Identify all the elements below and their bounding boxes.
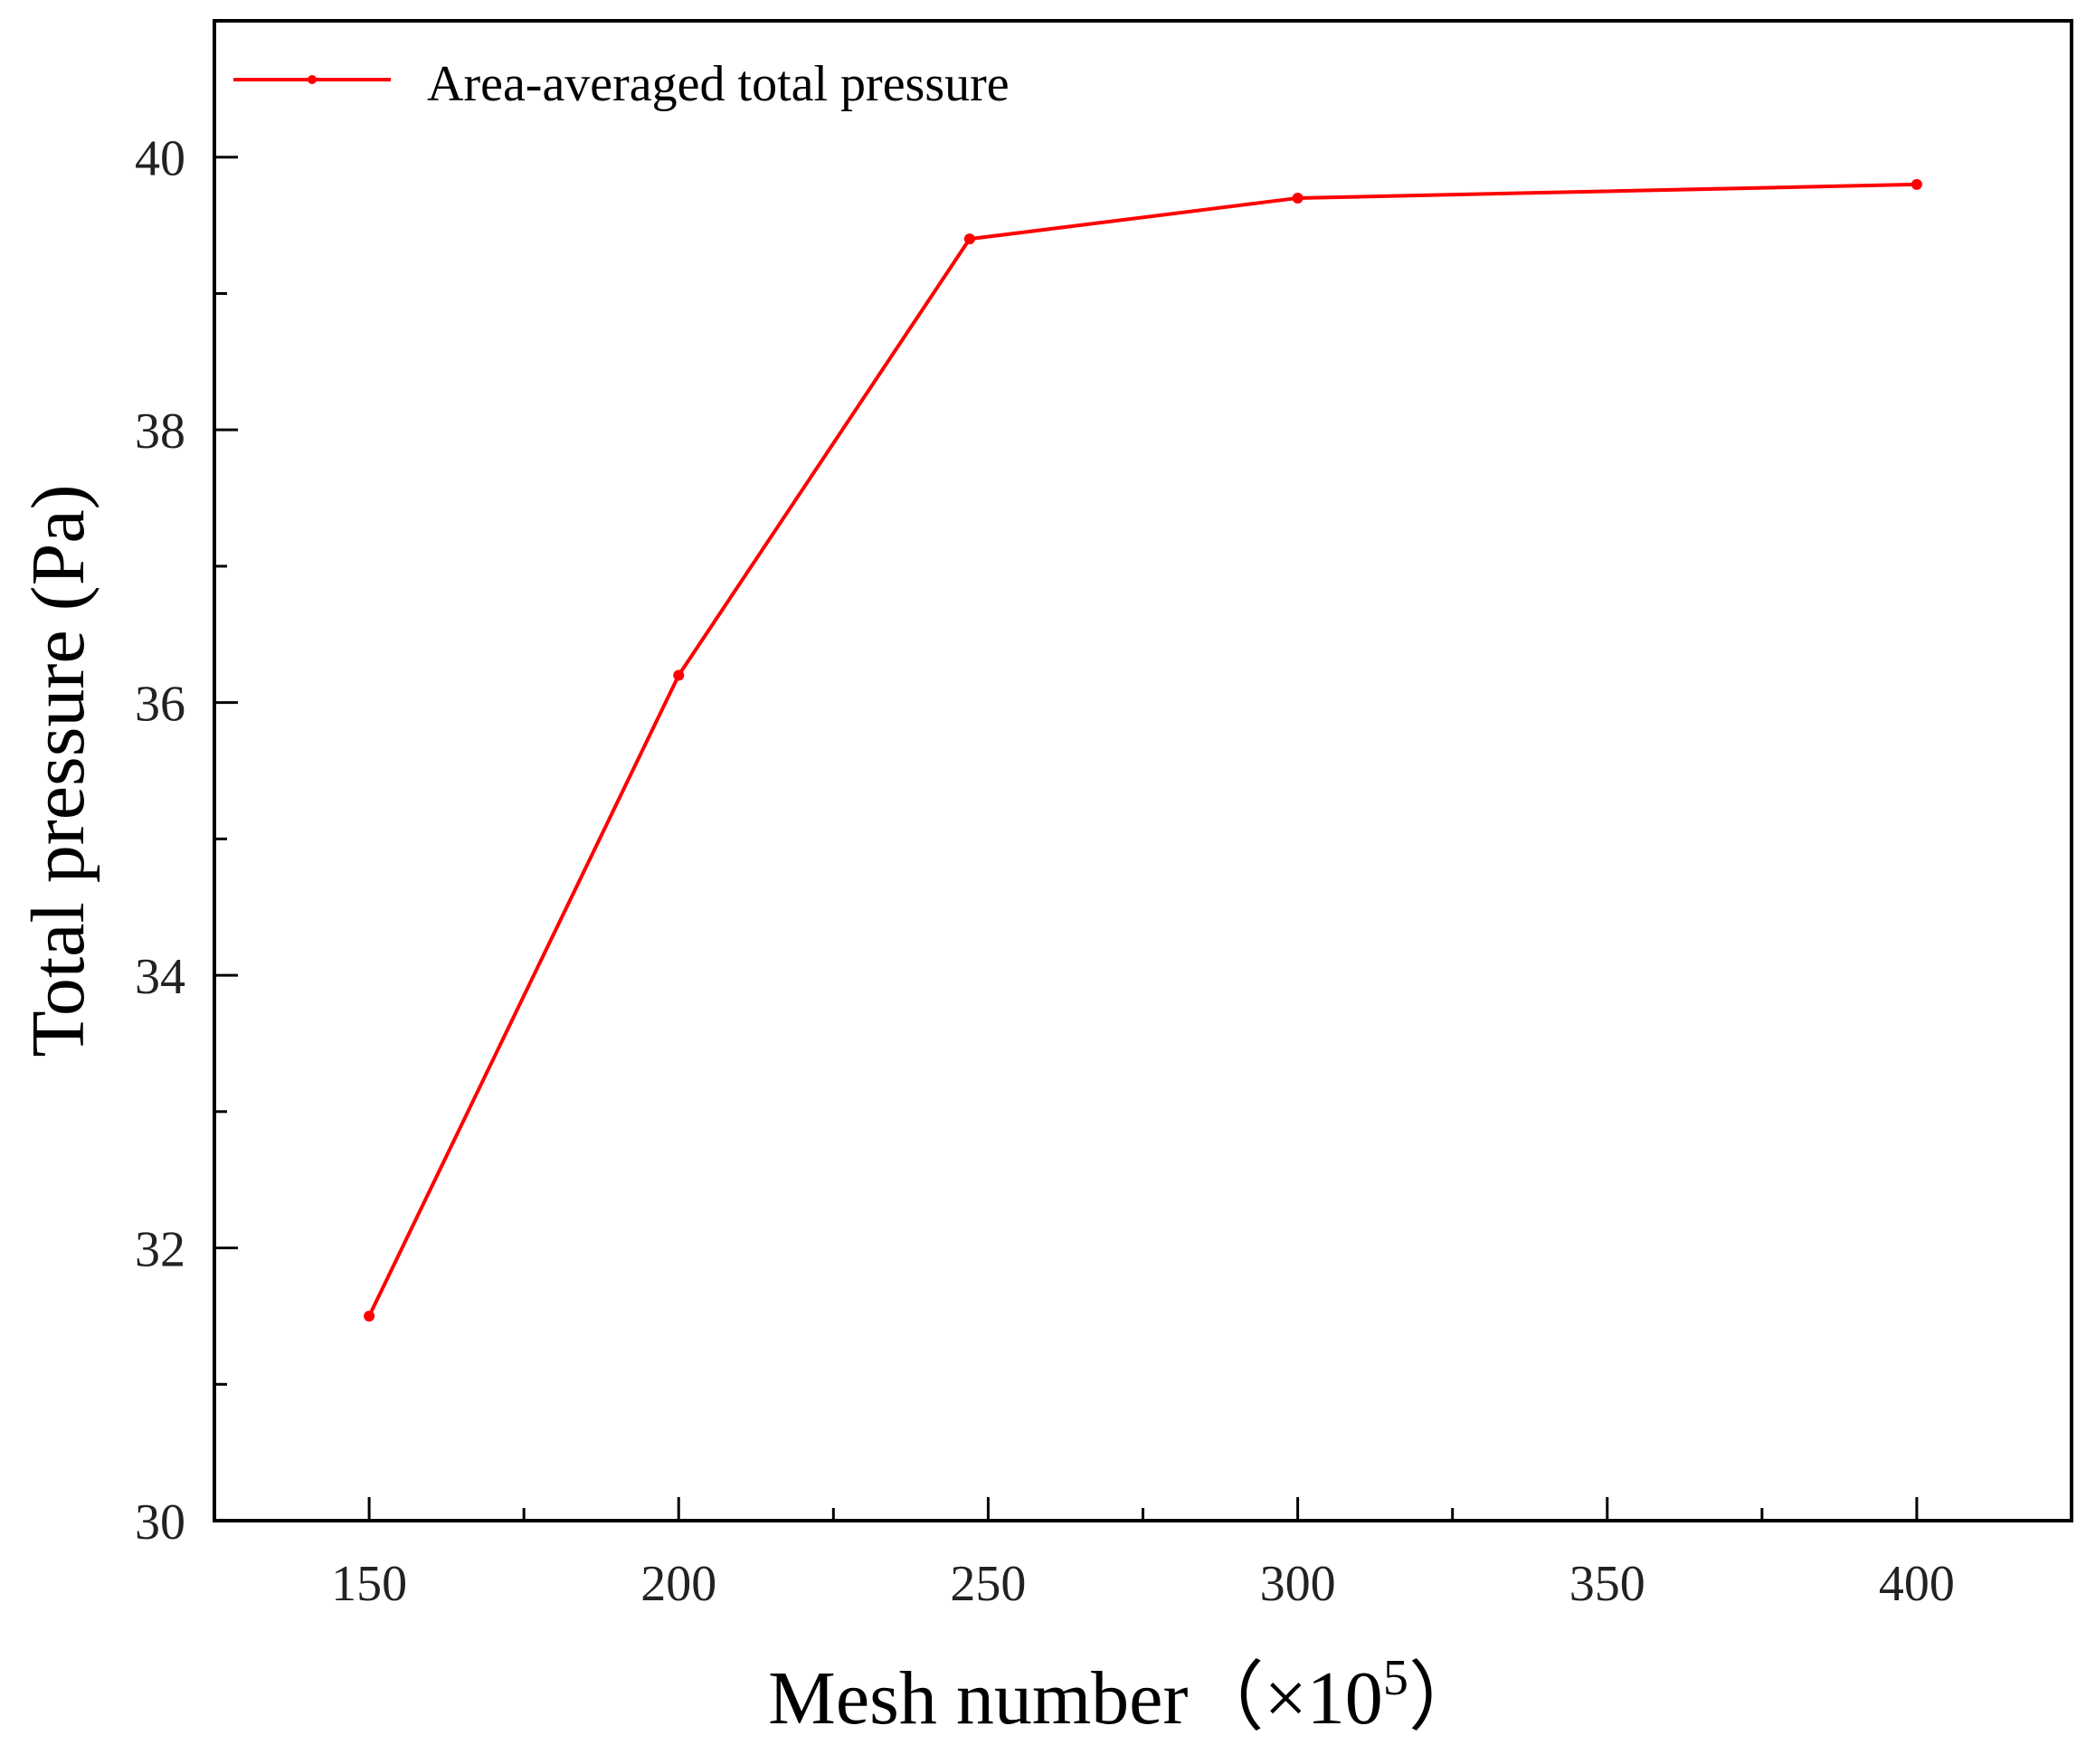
x-axis-title-main: Mesh number [768, 1656, 1188, 1740]
y-tick-label: 38 [135, 403, 185, 460]
x-tick-label: 300 [1260, 1556, 1336, 1612]
x-tick-label: 150 [331, 1556, 407, 1612]
plot-frame [213, 19, 2073, 1522]
x-axis-title-exponent: 5 [1383, 1650, 1408, 1706]
x-tick-label: 400 [1879, 1556, 1955, 1612]
data-point [963, 233, 975, 245]
y-tick-label: 34 [135, 949, 185, 1005]
series-line [367, 182, 1917, 1317]
legend-label: Area-averaged total pressure [427, 56, 1010, 112]
y-axis: 30 32 34 36 38 40 [135, 131, 238, 1551]
y-tick-label: 32 [135, 1222, 185, 1278]
series-layer [364, 178, 1922, 1322]
data-point [1292, 192, 1304, 204]
x-tick-label: 200 [640, 1556, 716, 1612]
x-axis-title-close: ） [1408, 1656, 1484, 1740]
data-point [673, 669, 685, 681]
y-axis-title: Total pressure (Pa) [16, 484, 100, 1057]
y-tick-label: 30 [135, 1494, 185, 1551]
x-axis: 150 200 250 300 350 400 [331, 1497, 1955, 1612]
y-tick-label: 36 [135, 677, 185, 733]
legend-swatch-marker [308, 75, 317, 84]
x-axis-title: Mesh number（×105） [768, 1650, 1484, 1740]
data-point [364, 1310, 375, 1322]
y-tick-label: 40 [135, 131, 185, 187]
x-tick-label: 350 [1569, 1556, 1645, 1612]
x-axis-title-unit: （×10 [1188, 1656, 1382, 1740]
data-point [1911, 178, 1922, 190]
x-tick-label: 250 [950, 1556, 1026, 1612]
legend: Area-averaged total pressure [233, 56, 1010, 112]
